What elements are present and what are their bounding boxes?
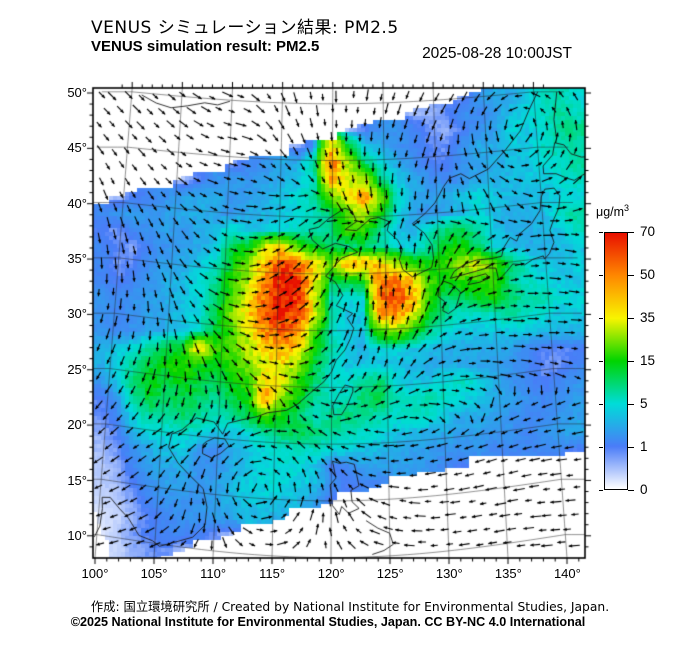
- lat-tick-label-20: 20°: [67, 417, 87, 433]
- lat-tick-label-15: 15°: [67, 472, 87, 488]
- pm25-map-canvas: [83, 78, 595, 568]
- colorbar-unit-label: μg/m3: [596, 203, 630, 220]
- lat-tick-label-45: 45°: [67, 140, 87, 156]
- colorbar-tick-mark: [599, 318, 603, 320]
- lon-tick-label-140: 140°: [553, 566, 581, 581]
- lat-tick-label-40: 40°: [67, 195, 87, 211]
- lon-tick-label-120: 120°: [317, 566, 345, 581]
- colorbar-tick-mark: [628, 275, 634, 277]
- copyright-line: ©2025 National Institute for Environment…: [70, 615, 586, 629]
- lon-tick-label-100: 100°: [81, 566, 109, 581]
- lon-tick-label-105: 105°: [140, 566, 168, 581]
- colorbar-tick-mark: [628, 404, 634, 406]
- colorbar-tick-mark: [628, 318, 634, 320]
- colorbar-tick-label-5: 5: [640, 396, 648, 411]
- colorbar-tick-label-50: 50: [640, 267, 656, 282]
- page-title-japanese: VENUS シミュレーション結果: PM2.5: [91, 18, 399, 38]
- lon-tick-label-110: 110°: [200, 566, 227, 581]
- credit-line: 作成: 国立環境研究所 / Created by National Instit…: [90, 600, 610, 614]
- lat-tick-label-10: 10°: [67, 527, 87, 543]
- colorbar-tick-mark: [628, 361, 634, 363]
- colorbar-tick-label-0: 0: [640, 482, 648, 497]
- lon-tick-label-135: 135°: [494, 566, 522, 581]
- colorbar-tick-mark: [599, 275, 603, 277]
- colorbar-tick-mark: [599, 404, 603, 406]
- lat-tick-label-25: 25°: [67, 361, 87, 377]
- colorbar-tick-mark: [599, 232, 603, 234]
- valid-datetime: 2025-08-28 10:00JST: [422, 45, 572, 62]
- lat-tick-label-50: 50°: [67, 85, 87, 100]
- colorbar-tick-mark: [599, 361, 603, 363]
- colorbar-tick-label-1: 1: [640, 439, 648, 454]
- colorbar-tick-mark: [628, 232, 634, 234]
- lon-tick-label-125: 125°: [376, 566, 404, 581]
- colorbar-gradient: [604, 232, 628, 490]
- lon-tick-label-115: 115°: [259, 566, 286, 581]
- lat-tick-label-35: 35°: [67, 251, 87, 267]
- colorbar-tick-label-35: 35: [640, 310, 656, 325]
- colorbar-tick-mark: [599, 447, 603, 449]
- page-title-english: VENUS simulation result: PM2.5: [91, 38, 320, 55]
- lon-tick-label-130: 130°: [435, 566, 463, 581]
- colorbar-tick-mark: [628, 490, 634, 492]
- colorbar-tick-label-15: 15: [640, 353, 656, 368]
- colorbar-tick-label-70: 70: [640, 224, 656, 239]
- lat-tick-label-30: 30°: [67, 306, 87, 322]
- colorbar-tick-mark: [628, 447, 634, 449]
- colorbar-tick-mark: [599, 490, 603, 492]
